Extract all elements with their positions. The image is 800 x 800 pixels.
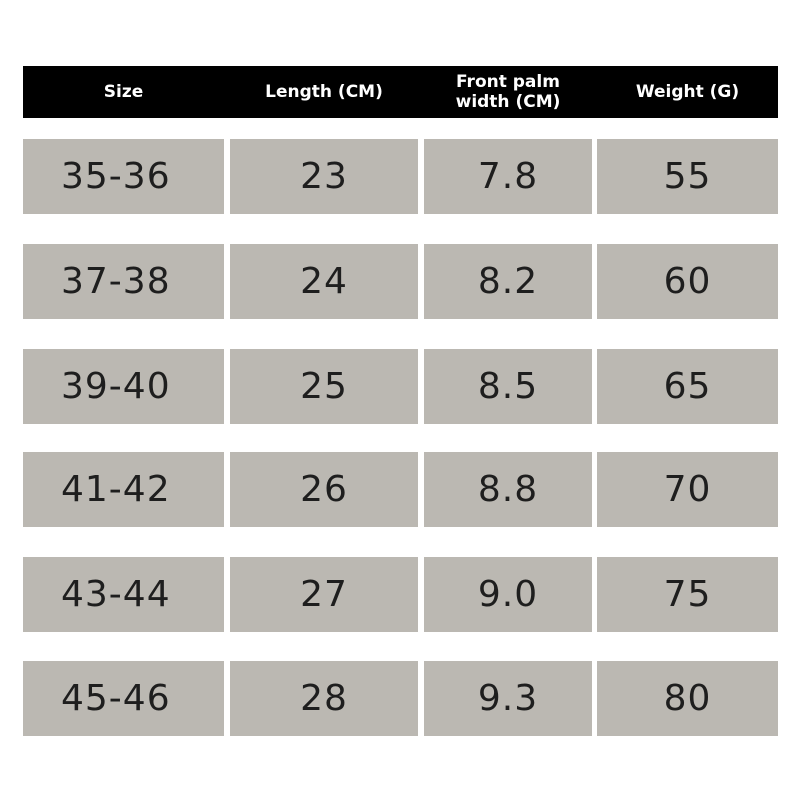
palm-width-cell: 8.2 [424, 244, 592, 319]
length-cell: 25 [230, 349, 418, 424]
length-cell: 27 [230, 557, 418, 632]
header-size: Size [103, 82, 144, 102]
size-cell: 43-44 [23, 557, 224, 632]
weight-cell: 60 [597, 244, 778, 319]
header-length: Length (CM) [265, 82, 383, 102]
length-cell: 23 [230, 139, 418, 214]
size-cell: 37-38 [23, 244, 224, 319]
length-cell: 28 [230, 661, 418, 736]
table-row: 43-44 27 9.0 75 [23, 557, 778, 632]
weight-cell: 70 [597, 452, 778, 527]
palm-width-cell: 8.5 [424, 349, 592, 424]
table-row: 39-40 25 8.5 65 [23, 349, 778, 424]
weight-cell: 55 [597, 139, 778, 214]
table-row: 35-36 23 7.8 55 [23, 139, 778, 214]
header-palm-width: Front palm width (CM) [455, 72, 561, 112]
palm-width-cell: 7.8 [424, 139, 592, 214]
table-header: Size Length (CM) Front palm width (CM) W… [23, 66, 778, 118]
weight-cell: 75 [597, 557, 778, 632]
size-cell: 35-36 [23, 139, 224, 214]
palm-width-cell: 8.8 [424, 452, 592, 527]
palm-width-cell: 9.0 [424, 557, 592, 632]
header-weight: Weight (G) [635, 82, 740, 102]
weight-cell: 80 [597, 661, 778, 736]
length-cell: 24 [230, 244, 418, 319]
table-row: 45-46 28 9.3 80 [23, 661, 778, 736]
palm-width-cell: 9.3 [424, 661, 592, 736]
weight-cell: 65 [597, 349, 778, 424]
length-cell: 26 [230, 452, 418, 527]
size-cell: 41-42 [23, 452, 224, 527]
table-row: 41-42 26 8.8 70 [23, 452, 778, 527]
size-cell: 45-46 [23, 661, 224, 736]
table-row: 37-38 24 8.2 60 [23, 244, 778, 319]
size-cell: 39-40 [23, 349, 224, 424]
